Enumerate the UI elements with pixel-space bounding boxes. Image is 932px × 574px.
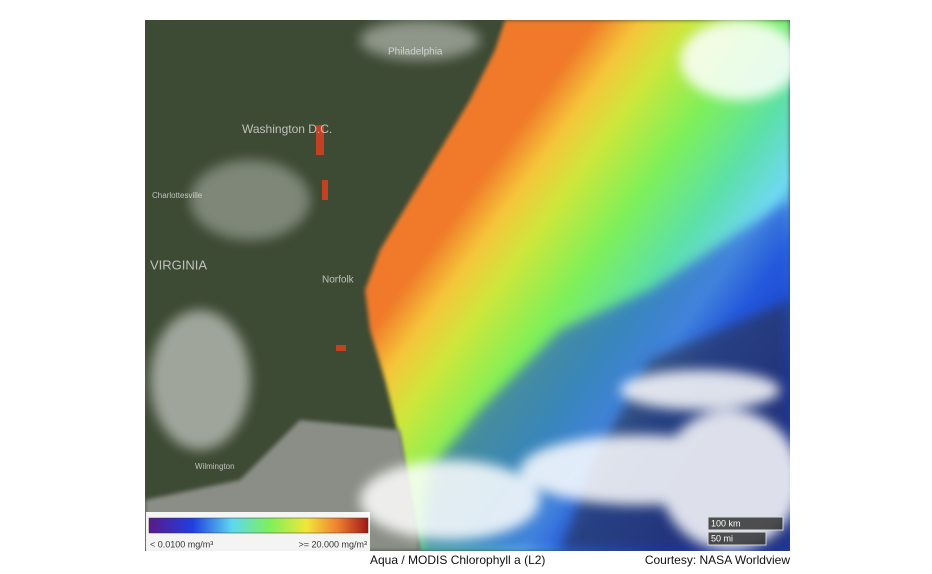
place-label: Philadelphia bbox=[388, 47, 443, 58]
caption-title: Aqua / MODIS Chlorophyll a (L2) bbox=[370, 553, 545, 567]
legend-min: < 0.0100 mg/m³ bbox=[150, 539, 213, 549]
satellite-image: Philadelphia Washington D.C. Charlottesv… bbox=[145, 20, 790, 551]
legend: < 0.0100 mg/m³ >= 20.000 mg/m³ bbox=[146, 512, 370, 552]
caption-credit: Courtesy: NASA Worldview bbox=[645, 553, 790, 567]
place-label: Norfolk bbox=[322, 275, 355, 286]
scale-mi: 50 mi bbox=[711, 533, 733, 543]
scale-km: 100 km bbox=[711, 518, 741, 528]
legend-max: >= 20.000 mg/m³ bbox=[298, 539, 367, 549]
place-label: VIRGINIA bbox=[150, 257, 207, 272]
place-label: Washington D.C. bbox=[242, 122, 332, 136]
place-label: Charlottesville bbox=[152, 191, 203, 200]
scale-bar: 100 km 50 mi bbox=[707, 516, 784, 546]
place-label: Wilmington bbox=[195, 462, 235, 471]
